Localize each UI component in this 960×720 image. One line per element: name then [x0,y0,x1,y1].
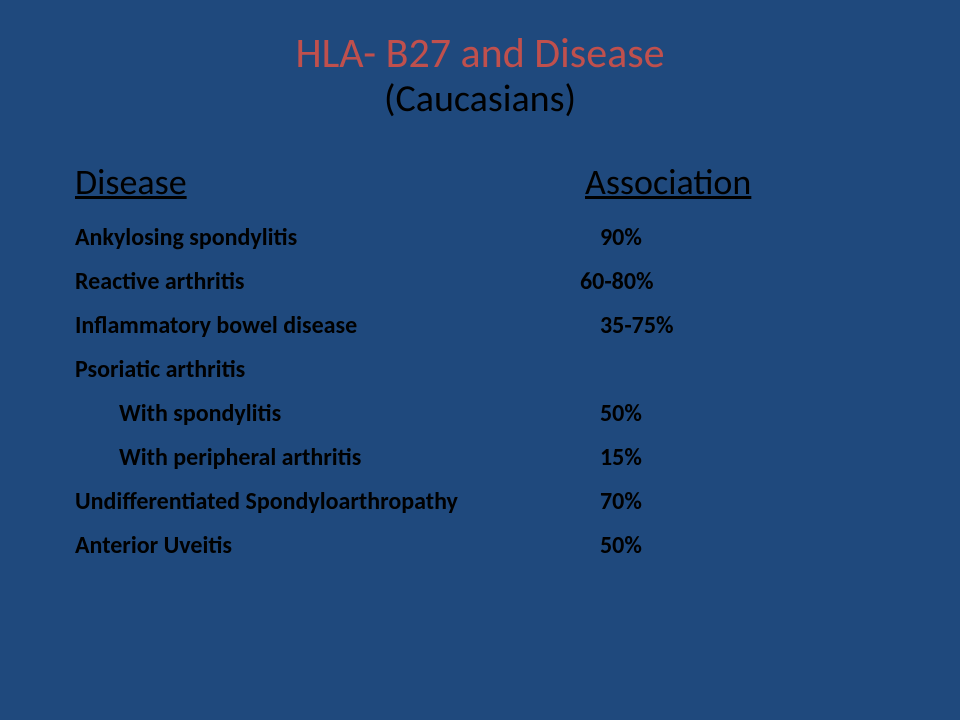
table-row: With spondylitis 50% [75,402,885,426]
association-cell: 50% [600,534,800,558]
title-line-1: HLA- B27 and Disease [75,30,885,78]
disease-cell: Psoriatic arthritis [75,358,600,382]
table-row: With peripheral arthritis 15% [75,446,885,470]
column-headers: Disease Association [75,160,885,204]
disease-cell: Anterior Uveitis [75,534,600,558]
association-cell: 50% [600,402,800,426]
table-row: Undifferentiated Spondyloarthropathy 70% [75,490,885,514]
table-row: Inflammatory bowel disease 35-75% [75,314,885,338]
table-row: Anterior Uveitis 50% [75,534,885,558]
disease-cell: With peripheral arthritis [75,446,600,470]
association-cell: 90% [600,226,800,250]
association-cell: 15% [600,446,800,470]
disease-cell: With spondylitis [75,402,600,426]
association-cell: 60-80% [580,270,780,294]
disease-cell: Reactive arthritis [75,270,600,294]
data-rows: Ankylosing spondylitis 90% Reactive arth… [75,226,885,558]
disease-cell: Ankylosing spondylitis [75,226,600,250]
header-disease: Disease [75,160,585,204]
slide: HLA- B27 and Disease (Caucasians) Diseas… [0,0,960,720]
table-row: Ankylosing spondylitis 90% [75,226,885,250]
slide-title: HLA- B27 and Disease (Caucasians) [75,30,885,122]
title-line-2: (Caucasians) [75,78,885,122]
table-row: Psoriatic arthritis [75,358,885,382]
table-row: Reactive arthritis 60-80% [75,270,885,294]
header-association: Association [585,160,751,204]
association-cell: 70% [600,490,800,514]
association-cell: 35-75% [600,314,800,338]
disease-cell: Undifferentiated Spondyloarthropathy [75,490,600,514]
disease-cell: Inflammatory bowel disease [75,314,600,338]
